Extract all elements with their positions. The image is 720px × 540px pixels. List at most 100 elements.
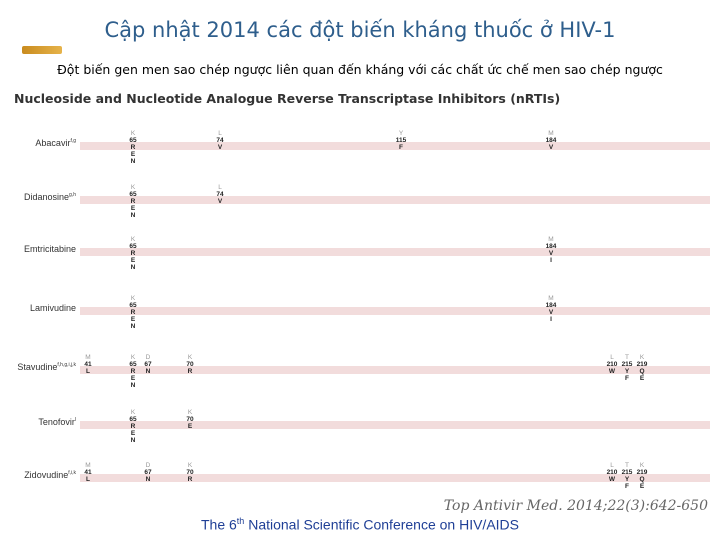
footer-post: National Scientific Conference on HIV/AI… (244, 516, 520, 533)
codon-position: 70 (186, 469, 194, 476)
mutation-74: L 74 V (211, 184, 229, 205)
codon-position: 65 (129, 416, 137, 423)
codon-position: 74 (216, 191, 224, 198)
row-bar (80, 474, 710, 482)
drug-class-header: Nucleoside and Nucleotide Analogue Rever… (14, 91, 561, 106)
mutation-184: M 184 V I (542, 236, 560, 264)
mutation-210: L 210 W (603, 354, 621, 375)
codon-position: 65 (129, 191, 137, 198)
codon-position: 215 (621, 469, 633, 476)
row-bar (80, 248, 710, 256)
wild-type-aa: M (85, 462, 91, 469)
row-bar (80, 366, 710, 374)
drug-name: Didanosineg,h (24, 192, 76, 202)
mutant-aa: I (550, 316, 552, 323)
mutant-aa: E (130, 257, 136, 264)
wild-type-aa: D (145, 462, 151, 469)
mutant-aa: R (187, 476, 193, 483)
mutant-aa: N (145, 368, 151, 375)
footer-sup: th (236, 516, 245, 526)
mutation-74: L 74 V (211, 130, 229, 151)
codon-position: 65 (129, 361, 137, 368)
mutation-65: K 65 R E N (124, 295, 142, 330)
mutant-aa: R (130, 144, 136, 151)
mutant-aa: N (130, 264, 136, 271)
mutant-aa: E (130, 151, 136, 158)
codon-position: 219 (636, 469, 648, 476)
mutation-67: D 67 N (139, 462, 157, 483)
logo-mark (22, 46, 62, 54)
mutation-219: K 219 Q E (633, 354, 651, 382)
codon-position: 184 (545, 137, 557, 144)
wild-type-aa: L (610, 354, 614, 361)
codon-position: 74 (216, 137, 224, 144)
drug-name-text: Didanosine (24, 192, 70, 202)
mutant-aa: L (86, 368, 90, 375)
wild-type-aa: K (130, 409, 136, 416)
drug-name-text: Stavudine (17, 362, 58, 372)
mutant-aa: E (187, 423, 193, 430)
codon-position: 70 (186, 416, 194, 423)
wild-type-aa: K (130, 184, 136, 191)
mutant-aa: V (217, 144, 223, 151)
mutant-aa: E (130, 430, 136, 437)
codon-position: 65 (129, 302, 137, 309)
wild-type-aa: M (548, 130, 554, 137)
wild-type-aa: M (548, 236, 554, 243)
wild-type-aa: Y (398, 130, 404, 137)
mutation-41: M 41 L (79, 354, 97, 375)
drug-name-text: Tenofovir (38, 417, 75, 427)
wild-type-aa: K (187, 462, 193, 469)
wild-type-aa: M (85, 354, 91, 361)
mutation-41: M 41 L (79, 462, 97, 483)
codon-position: 115 (395, 137, 407, 144)
row-bar (80, 142, 710, 150)
mutation-215: T 215 Y F (618, 354, 636, 382)
mutant-aa: Y (624, 476, 630, 483)
wild-type-aa: K (639, 462, 645, 469)
drug-name-text: Lamivudine (29, 303, 76, 313)
drug-name-text: Emtricitabine (23, 244, 76, 254)
wild-type-aa: L (218, 184, 222, 191)
mutant-aa: Y (624, 368, 630, 375)
row-bar (80, 196, 710, 204)
mutant-aa: V (548, 309, 554, 316)
mutation-70: K 70 R (181, 462, 199, 483)
mutant-aa: N (130, 382, 136, 389)
wild-type-aa: K (130, 236, 136, 243)
mutant-aa: E (130, 316, 136, 323)
wild-type-aa: K (187, 409, 193, 416)
citation: Top Antivir Med. 2014;22(3):642-650 (443, 498, 708, 514)
codon-position: 67 (144, 469, 152, 476)
slide-title: Cập nhật 2014 các đột biến kháng thuốc ở… (104, 18, 616, 42)
codon-position: 70 (186, 361, 194, 368)
mutant-aa: R (130, 423, 136, 430)
drug-name: Stavudinef,h,g,i,j,k (17, 362, 76, 372)
mutant-aa: I (550, 257, 552, 264)
codon-position: 184 (545, 243, 557, 250)
slide-subtitle: Đột biến gen men sao chép ngược liên qua… (57, 62, 663, 77)
mutation-70: K 70 E (181, 409, 199, 430)
wild-type-aa: K (639, 354, 645, 361)
mutant-aa: V (548, 250, 554, 257)
mutation-67: D 67 N (139, 354, 157, 375)
mutant-aa: R (130, 250, 136, 257)
mutant-aa: E (639, 375, 645, 382)
mutation-65: K 65 R E N (124, 354, 142, 389)
mutant-aa: E (130, 205, 136, 212)
mutation-115: Y 115 F (392, 130, 410, 151)
mutant-aa: Q (639, 368, 645, 375)
wild-type-aa: T (625, 462, 629, 469)
mutation-210: L 210 W (603, 462, 621, 483)
mutant-aa: E (130, 375, 136, 382)
drug-footnote: f,g (70, 138, 76, 144)
drug-name: Lamivudine (30, 303, 76, 313)
mutation-65: K 65 R E N (124, 409, 142, 444)
codon-position: 215 (621, 361, 633, 368)
mutant-aa: N (130, 323, 136, 330)
codon-position: 65 (129, 243, 137, 250)
mutant-aa: Q (639, 476, 645, 483)
mutation-184: M 184 V I (542, 295, 560, 323)
drug-name-text: Abacavir (35, 138, 71, 148)
mutant-aa: W (608, 368, 616, 375)
